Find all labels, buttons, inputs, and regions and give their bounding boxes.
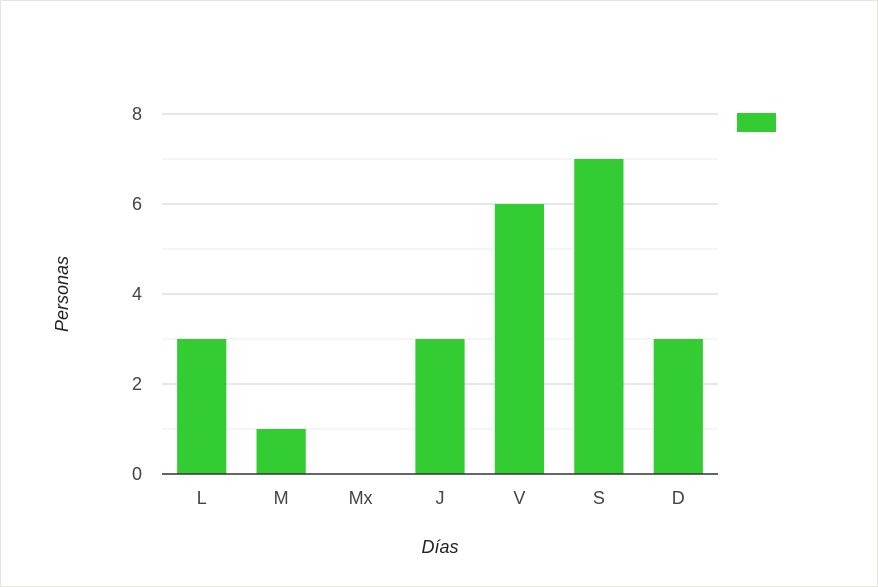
legend-swatch xyxy=(737,113,776,132)
bar[interactable] xyxy=(653,339,703,474)
x-axis-title: Días xyxy=(421,537,458,557)
legend xyxy=(737,113,776,132)
bar[interactable] xyxy=(574,159,624,474)
y-tick-label: 4 xyxy=(132,284,142,304)
x-tick-label: Mx xyxy=(349,488,373,508)
x-tick-label: D xyxy=(672,488,685,508)
x-tick-label: S xyxy=(593,488,605,508)
x-tick-label: J xyxy=(436,488,445,508)
x-tick-label: V xyxy=(513,488,525,508)
y-tick-label: 2 xyxy=(132,374,142,394)
y-tick-label: 0 xyxy=(132,464,142,484)
bar[interactable] xyxy=(256,429,306,474)
y-axis-ticks: 0 2 4 6 8 xyxy=(132,104,142,484)
bar[interactable] xyxy=(494,204,545,474)
x-tick-label: L xyxy=(197,488,207,508)
y-axis-title: Personas xyxy=(52,256,72,332)
bar[interactable] xyxy=(177,339,227,474)
y-tick-label: 8 xyxy=(132,104,142,124)
bars xyxy=(177,159,703,474)
x-axis-ticks: L M Mx J V S D xyxy=(197,488,685,508)
x-tick-label: M xyxy=(274,488,289,508)
y-tick-label: 6 xyxy=(132,194,142,214)
bar[interactable] xyxy=(415,339,465,474)
